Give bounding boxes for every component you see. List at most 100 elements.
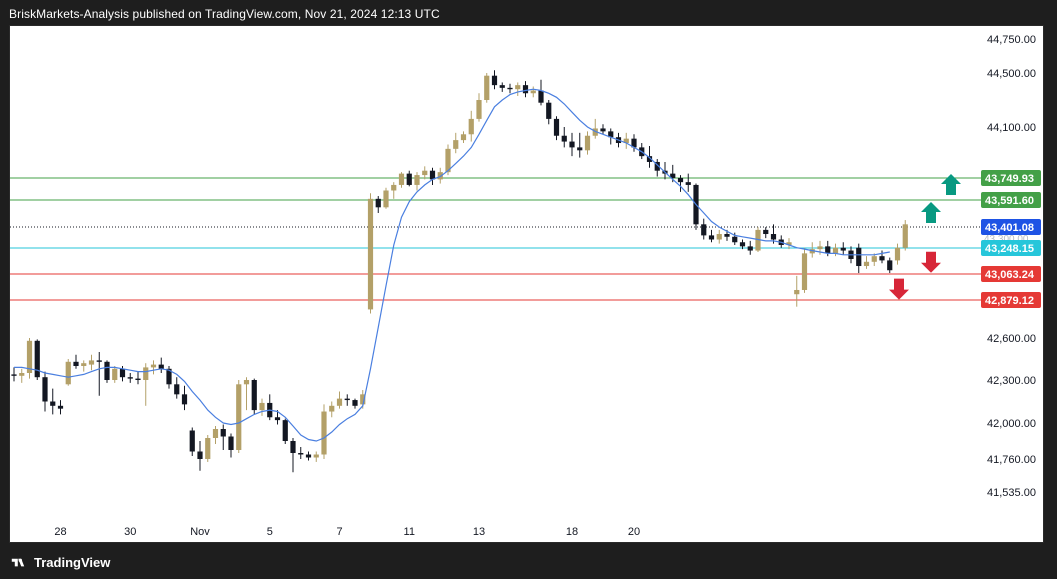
candle-body (298, 453, 304, 455)
candle-body (817, 246, 823, 250)
candle-body (739, 242, 746, 247)
bearish-candle (50, 388, 56, 415)
bullish-candle (414, 172, 420, 191)
price-tag-label: 43,248.15 (985, 243, 1034, 255)
candle-body (143, 367, 149, 380)
candle-body (902, 224, 908, 248)
bullish-candle (894, 243, 901, 265)
y-tick-label: 41,535.00 (987, 487, 1036, 499)
candle-body (158, 364, 164, 369)
bullish-candle (383, 187, 389, 209)
candle-body (879, 256, 885, 261)
candle-body (569, 141, 575, 148)
bearish-candle (305, 451, 312, 461)
candle-body (104, 361, 110, 380)
candle-body (81, 363, 87, 366)
bullish-candle (786, 238, 792, 250)
candle-body (530, 90, 536, 94)
candle-body (894, 247, 901, 261)
bearish-candle (879, 250, 885, 264)
candle-body (623, 138, 629, 144)
bearish-candle (267, 394, 273, 421)
price-tag-box (981, 219, 1041, 235)
bullish-candle (476, 93, 482, 122)
bearish-candle (274, 410, 281, 425)
bullish-candle (329, 401, 335, 418)
moving-average-line (14, 88, 890, 442)
bearish-candle (96, 352, 102, 396)
candle-body (414, 175, 420, 185)
candle-body (522, 85, 529, 94)
candle-body (747, 246, 753, 251)
y-tick-label: 41,760.00 (987, 454, 1036, 466)
bullish-candle (19, 368, 25, 383)
level-lines (10, 177, 985, 301)
bullish-candle (716, 229, 722, 244)
candle-body (243, 380, 250, 385)
bearish-candle (553, 116, 560, 141)
bearish-candle (197, 441, 203, 471)
candle-body (73, 361, 79, 366)
x-tick-label: 13 (473, 526, 485, 538)
down-arrow-icon (921, 251, 941, 273)
candle-body (251, 380, 257, 411)
bullish-candle (81, 360, 87, 372)
price-tag-box (981, 192, 1041, 208)
y-axis: 44,750.00 44,500.00 44,100.00 42,600.00 42,3… (987, 34, 1036, 499)
candlestick-chart[interactable]: 43,300.00 44,750.00 44,500.00 44,100.00 42,6… (10, 26, 1045, 544)
candle-body (391, 184, 397, 191)
bearish-candle (577, 132, 583, 158)
y-tick-label: 44,100.00 (987, 122, 1036, 134)
bearish-candle (654, 159, 660, 177)
candle-body (344, 398, 350, 401)
y-tick-label: 44,750.00 (987, 34, 1036, 46)
bearish-candle (499, 82, 505, 92)
candle-body (228, 436, 234, 450)
candle-body (677, 177, 684, 183)
bearish-candle (375, 196, 381, 213)
bullish-candle (422, 166, 428, 180)
bullish-candle (313, 451, 319, 462)
candle-body (825, 246, 831, 254)
candle-body (832, 247, 839, 254)
bearish-candle (887, 257, 893, 274)
candle-body (809, 249, 815, 254)
candle-body (50, 401, 56, 406)
candle-body (856, 247, 862, 267)
bearish-candle (631, 134, 637, 152)
bearish-candle (34, 339, 40, 380)
signal-arrows (889, 173, 961, 300)
candle-body (65, 361, 71, 385)
bullish-candle (243, 377, 250, 411)
down-arrow-icon (889, 278, 909, 300)
price-tags: 43,749.93 43,591.60 43,401.08 43,248.15 43,0… (981, 170, 1041, 308)
candle-body (336, 398, 343, 406)
candle-body (553, 118, 560, 136)
bearish-candle (522, 81, 529, 98)
candle-body (763, 229, 769, 235)
bullish-candle (832, 243, 839, 257)
bearish-candle (127, 373, 133, 383)
tradingview-brand[interactable]: TradingView (10, 555, 110, 570)
bullish-candle (584, 131, 591, 155)
bearish-candle (856, 243, 862, 274)
candle-body (112, 368, 118, 380)
bullish-candle (236, 380, 242, 453)
candle-body (352, 400, 358, 406)
candle-body (654, 161, 660, 171)
bullish-candle (65, 359, 71, 386)
candle-body (546, 102, 552, 119)
candle-body (429, 170, 436, 180)
candle-body (398, 173, 405, 185)
candle-body (491, 75, 498, 86)
price-tag-label: 42,879.12 (985, 295, 1034, 307)
bullish-candle (259, 398, 265, 416)
candle-body (840, 247, 846, 251)
candle-body (19, 373, 25, 376)
price-tag-box (981, 170, 1041, 186)
candle-body (786, 242, 792, 245)
candle-body (484, 75, 490, 100)
bullish-candle (367, 193, 374, 314)
publication-header: BriskMarkets-Analysis published on Tradi… (9, 7, 440, 21)
price-tag: 43,063.24 (981, 266, 1041, 282)
